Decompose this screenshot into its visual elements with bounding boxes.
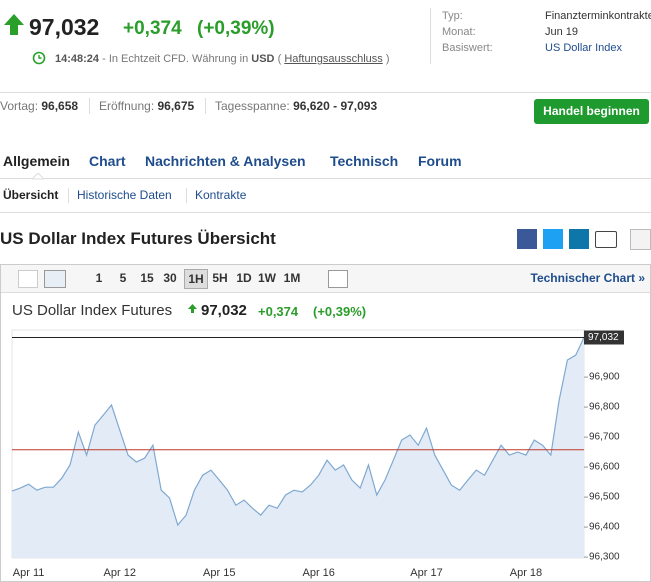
time: 14:48:24	[55, 53, 100, 65]
x-tick-label: Apr 11	[13, 567, 45, 579]
up-arrow	[4, 14, 24, 35]
separator	[205, 98, 206, 114]
tab[interactable]: Forum	[418, 153, 462, 169]
mail-icon[interactable]	[595, 231, 617, 248]
stat: Tagesspanne: 96,620 - 97,093	[215, 99, 377, 113]
y-tick-label: 96,800	[589, 402, 620, 413]
separator	[89, 98, 90, 114]
x-tick-label: Apr 15	[203, 567, 235, 579]
x-tick-label: Apr 18	[510, 567, 542, 579]
info-label: Basiswert:	[442, 42, 493, 54]
info-value[interactable]: US Dollar Index	[545, 42, 623, 54]
x-tick-label: Apr 12	[104, 567, 136, 579]
stat-value: 96,658	[41, 99, 79, 113]
change: +0,374	[123, 18, 182, 39]
y-tick-label: 96,500	[589, 492, 620, 503]
divider	[0, 92, 651, 93]
subtab[interactable]: Übersicht	[3, 188, 59, 202]
twitter-icon[interactable]	[543, 229, 563, 249]
stat: Eröffnung: 96,675	[99, 99, 194, 113]
chart-change-pct: (+0,39%)	[313, 304, 367, 319]
info-label: Typ:	[442, 10, 463, 22]
chart-toolbar	[1, 265, 650, 293]
range-button[interactable]: 1M	[283, 271, 301, 285]
info-value: Finanzterminkontrakte	[545, 10, 651, 22]
candle-icon[interactable]	[18, 270, 38, 288]
last-price-tag	[584, 330, 624, 345]
separator	[186, 188, 187, 203]
stat-value: 96,620 - 97,093	[293, 99, 378, 113]
disclaimer-link[interactable]: Haftungsausschluss	[284, 53, 383, 65]
stat-label: Eröffnung:	[99, 99, 155, 113]
range-button[interactable]: 30	[163, 271, 177, 285]
clock-icon	[32, 51, 46, 65]
chart-change: +0,374	[258, 304, 299, 319]
range-button[interactable]: 5	[119, 271, 127, 285]
divider	[0, 178, 651, 179]
separator	[68, 188, 69, 203]
chart-title: US Dollar Index Futures	[12, 302, 173, 319]
tab[interactable]: Allgemein	[3, 153, 70, 169]
price-line	[11, 337, 585, 527]
paren: (	[277, 53, 282, 65]
tech-chart-link[interactable]: Technischer Chart »	[530, 271, 645, 285]
separator	[430, 8, 431, 64]
subtab[interactable]: Historische Daten	[77, 188, 172, 202]
info-label: Monat:	[442, 26, 476, 38]
heading: US Dollar Index Futures Übersicht	[0, 229, 276, 248]
x-tick-label: Apr 16	[303, 567, 335, 579]
range-button[interactable]: 5H	[212, 271, 228, 285]
range-button[interactable]: 1W	[258, 271, 276, 285]
range-button[interactable]: 1D	[236, 271, 252, 285]
trade-button[interactable]: Handel beginnen	[534, 99, 649, 124]
y-tick-label: 96,900	[589, 372, 620, 383]
linkedin-icon[interactable]	[569, 229, 589, 249]
stat-value: 96,675	[157, 99, 195, 113]
chart-price: 97,032	[201, 302, 247, 319]
tab[interactable]: Chart	[89, 153, 126, 169]
tab-pointer	[32, 173, 44, 180]
paren: )	[385, 53, 390, 65]
range-button[interactable]: 15	[140, 271, 154, 285]
facebook-icon[interactable]	[517, 229, 537, 249]
y-tick-label: 96,700	[589, 432, 620, 443]
stat: Vortag: 96,658	[0, 99, 78, 113]
settings-icon[interactable]	[328, 270, 348, 288]
y-tick-label: 96,400	[589, 522, 620, 533]
x-tick-label: Apr 17	[410, 567, 442, 579]
line-icon[interactable]	[44, 270, 66, 288]
stat-label: Vortag:	[0, 99, 39, 113]
y-tick-label: 96,600	[589, 462, 620, 473]
range-button[interactable]: 1	[95, 271, 103, 285]
tab[interactable]: Technisch	[330, 153, 399, 169]
small-up-arrow	[188, 304, 197, 313]
timestamp-line: 14:48:24 - In Echtzeit CFD. Währung in U…	[55, 53, 390, 65]
range-button[interactable]: 1H	[184, 269, 208, 289]
last-price-label: 97,032	[588, 332, 619, 343]
info-value: Jun 19	[545, 26, 579, 38]
currency: USD	[251, 53, 275, 65]
price: 97,032	[29, 14, 100, 40]
note: - In Echtzeit CFD. Währung in	[102, 53, 249, 65]
tab[interactable]: Nachrichten & Analysen	[145, 153, 306, 169]
y-tick-label: 96,300	[589, 552, 620, 563]
subtab[interactable]: Kontrakte	[195, 188, 247, 202]
area-fill	[12, 337, 584, 558]
stat-label: Tagesspanne:	[215, 99, 290, 113]
divider	[0, 212, 651, 213]
change-pct: (+0,39%)	[197, 18, 275, 39]
